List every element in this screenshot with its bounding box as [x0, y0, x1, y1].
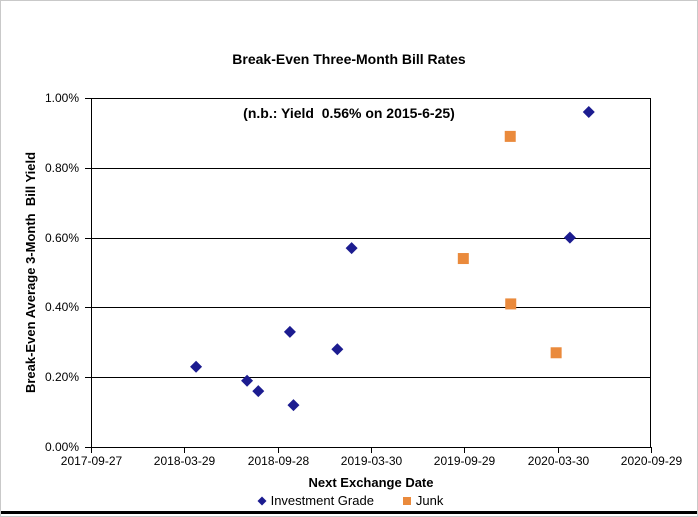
- legend-square-icon: [402, 496, 411, 505]
- data-point-investment-grade: [331, 343, 344, 356]
- data-point-investment-grade: [241, 374, 254, 387]
- data-point-junk: [457, 253, 469, 265]
- x-tick-label: 2019-09-29: [433, 454, 496, 468]
- data-point-investment-grade: [283, 325, 296, 338]
- legend: Investment Grade Junk: [1, 493, 697, 508]
- chart-title-line2: (n.b.: Yield 0.56% on 2015-6-25): [243, 105, 455, 121]
- data-point-investment-grade: [287, 399, 300, 412]
- legend-entry-investment-grade: Investment Grade: [255, 493, 374, 508]
- data-point-investment-grade: [582, 105, 595, 118]
- y-tick-label: 0.00%: [44, 439, 79, 454]
- y-tick-label: 0.80%: [44, 160, 79, 175]
- legend-entry-junk: Junk: [400, 493, 443, 508]
- y-tick-label: 0.60%: [44, 230, 79, 245]
- x-axis-title: Next Exchange Date: [308, 475, 434, 490]
- bottom-border: [1, 511, 697, 514]
- data-point-investment-grade: [190, 360, 203, 373]
- data-point-investment-grade: [345, 242, 358, 255]
- x-tick-label: 2020-09-29: [620, 454, 683, 468]
- x-tick-label: 2018-09-28: [247, 454, 310, 468]
- x-tick-label: 2020-03-30: [527, 454, 590, 468]
- data-point-investment-grade: [252, 385, 265, 398]
- y-tick-label: 1.00%: [44, 90, 79, 105]
- x-tick-label: 2018-03-29: [153, 454, 216, 468]
- chart-title: Break-Even Three-Month Bill Rates (n.b.:…: [1, 14, 697, 158]
- chart-title-line1: Break-Even Three-Month Bill Rates: [232, 51, 466, 67]
- data-point-junk: [550, 347, 562, 359]
- x-tick-label: 2017-09-27: [60, 454, 123, 468]
- legend-label: Investment Grade: [270, 493, 374, 508]
- data-point-investment-grade: [563, 231, 576, 244]
- y-tick-label: 0.20%: [44, 369, 79, 384]
- data-point-junk: [504, 130, 516, 142]
- x-tick-label: 2019-03-30: [340, 454, 403, 468]
- data-point-junk: [505, 298, 517, 310]
- legend-diamond-icon: [257, 496, 267, 505]
- legend-label: Junk: [415, 493, 444, 508]
- y-tick-label: 0.40%: [44, 299, 79, 314]
